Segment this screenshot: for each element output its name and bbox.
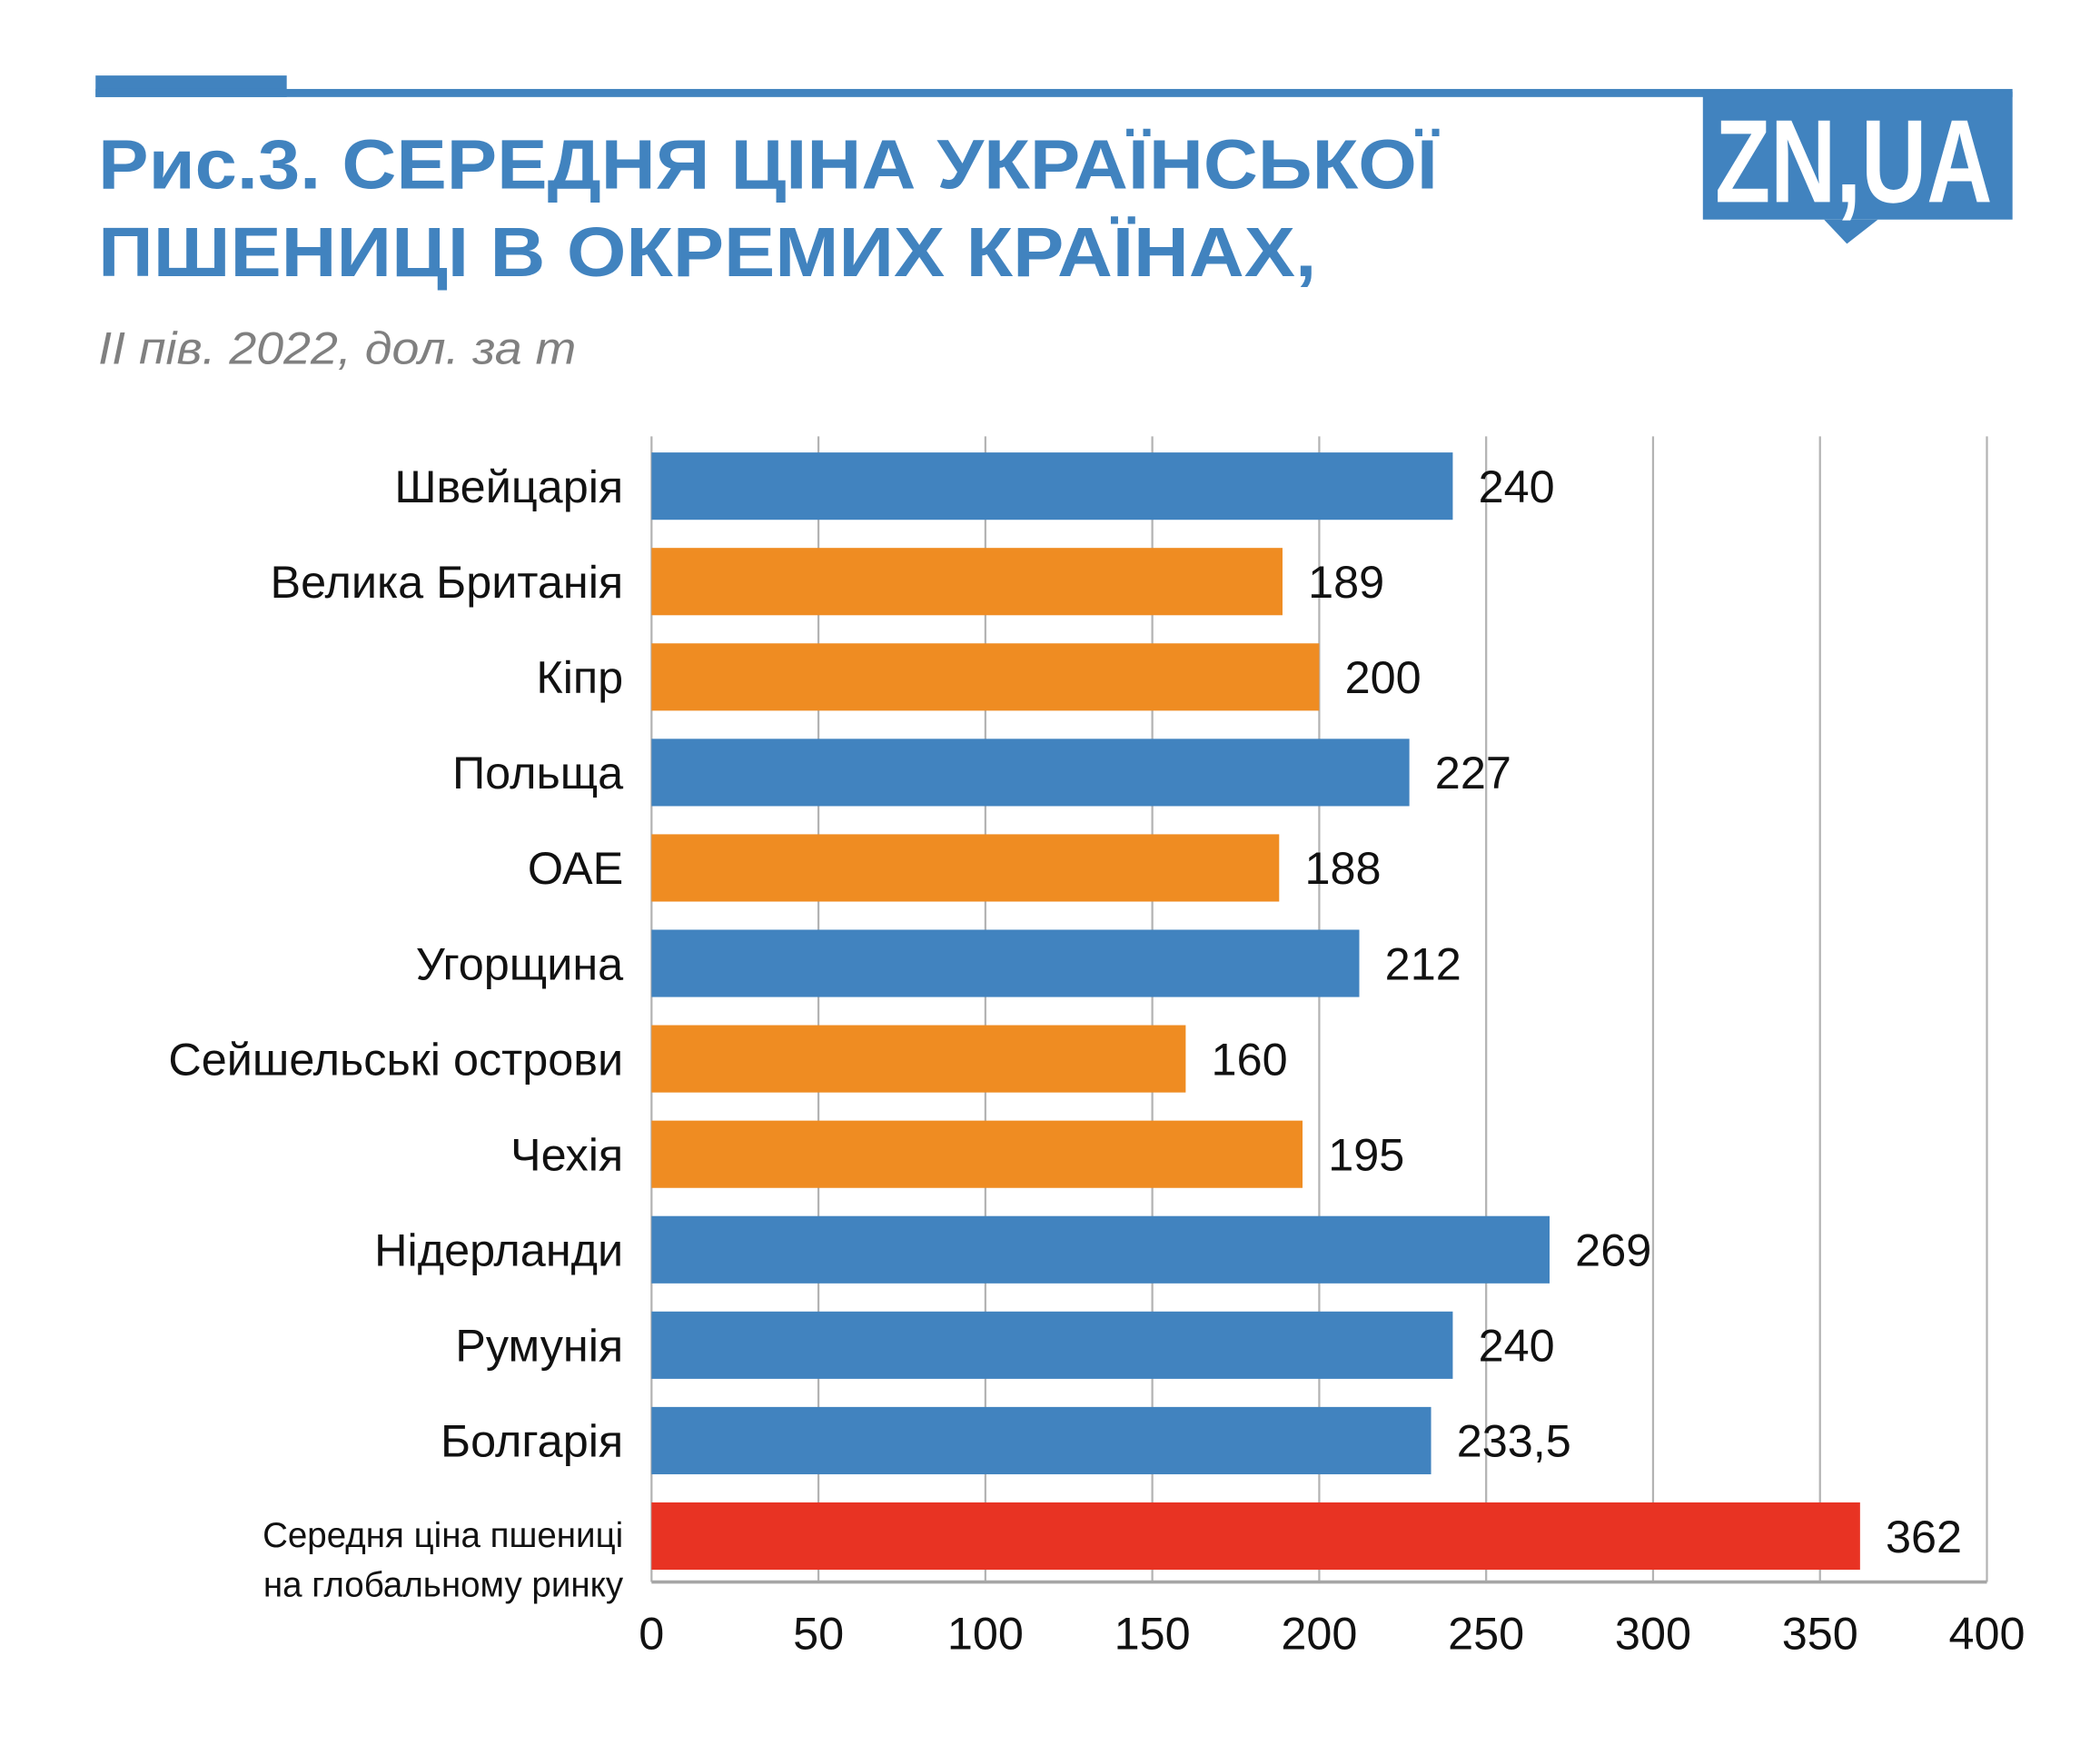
bar — [651, 834, 1280, 902]
bar — [651, 452, 1453, 521]
bar — [651, 1406, 1431, 1474]
category-label: ОАЕ — [528, 842, 623, 894]
bar — [651, 1215, 1550, 1284]
category-label: Швейцарія — [394, 461, 623, 512]
bar-value-label: 269 — [1575, 1224, 1651, 1276]
bar — [651, 1120, 1303, 1188]
bar-chart: 0 50 100 150 200 250 300 350 400 240 Швейцарія 189 В… — [168, 436, 2026, 1660]
chart-title-line1: Рис.3. СЕРЕДНЯ ЦІНА УКРАЇНСЬКОЇ — [98, 126, 1440, 204]
bar-value-label: 189 — [1308, 556, 1384, 608]
x-tick-label: 100 — [947, 1608, 1024, 1660]
bar-value-label: 227 — [1435, 747, 1511, 798]
bar — [651, 1502, 1860, 1571]
bar-value-label: 195 — [1328, 1128, 1404, 1180]
chart-subtitle: ІІ пів. 2022, дол. за т — [98, 322, 576, 373]
category-label: Болгарія — [441, 1415, 623, 1467]
bar — [651, 548, 1283, 616]
bar-value-label: 240 — [1479, 1320, 1555, 1372]
category-label: Чехія — [510, 1128, 623, 1180]
category-label: Кіпр — [536, 651, 623, 703]
category-label: Велика Британія — [271, 556, 624, 608]
bar — [651, 929, 1360, 997]
bar-value-label: 240 — [1479, 461, 1555, 512]
bar-value-label: 200 — [1345, 651, 1421, 703]
zn-ua-logo: ZN,UA — [1702, 91, 2013, 244]
category-label: Румунія — [455, 1320, 623, 1372]
x-tick-label: 250 — [1448, 1608, 1524, 1660]
category-label: Середня ціна пшениці — [262, 1516, 623, 1555]
x-tick-label: 150 — [1114, 1608, 1191, 1660]
bar-value-label: 233,5 — [1457, 1415, 1571, 1467]
x-tick-label: 300 — [1615, 1608, 1691, 1660]
bar-value-label: 212 — [1385, 937, 1461, 989]
category-label: на глобальному ринку — [263, 1566, 624, 1605]
category-label: Угорщина — [416, 937, 624, 989]
category-label: Польща — [452, 747, 624, 798]
chart-title-line2: ПШЕНИЦІ В ОКРЕМИХ КРАЇНАХ, — [98, 213, 1316, 292]
header-rule-thin — [95, 88, 2013, 97]
bar-value-label: 160 — [1212, 1033, 1288, 1085]
bar — [651, 1025, 1186, 1093]
x-tick-label: 50 — [793, 1608, 844, 1660]
category-label: Нідерланди — [374, 1224, 623, 1276]
header: ZN,UA Рис.3. СЕРЕДНЯ ЦІНА УКРАЇНСЬКОЇ ПШ… — [95, 75, 2013, 373]
category-label: Сейшельські острови — [168, 1033, 623, 1085]
logo-text: ZN,UA — [1715, 94, 1992, 227]
x-tick-label: 0 — [639, 1608, 664, 1660]
x-tick-label: 400 — [1948, 1608, 2025, 1660]
bar — [651, 739, 1410, 807]
bar — [651, 643, 1320, 711]
x-tick-label: 350 — [1782, 1608, 1858, 1660]
bar — [651, 1311, 1453, 1379]
x-tick-label: 200 — [1281, 1608, 1357, 1660]
bar-value-label: 188 — [1304, 842, 1381, 894]
bar-value-label: 362 — [1886, 1511, 1962, 1562]
